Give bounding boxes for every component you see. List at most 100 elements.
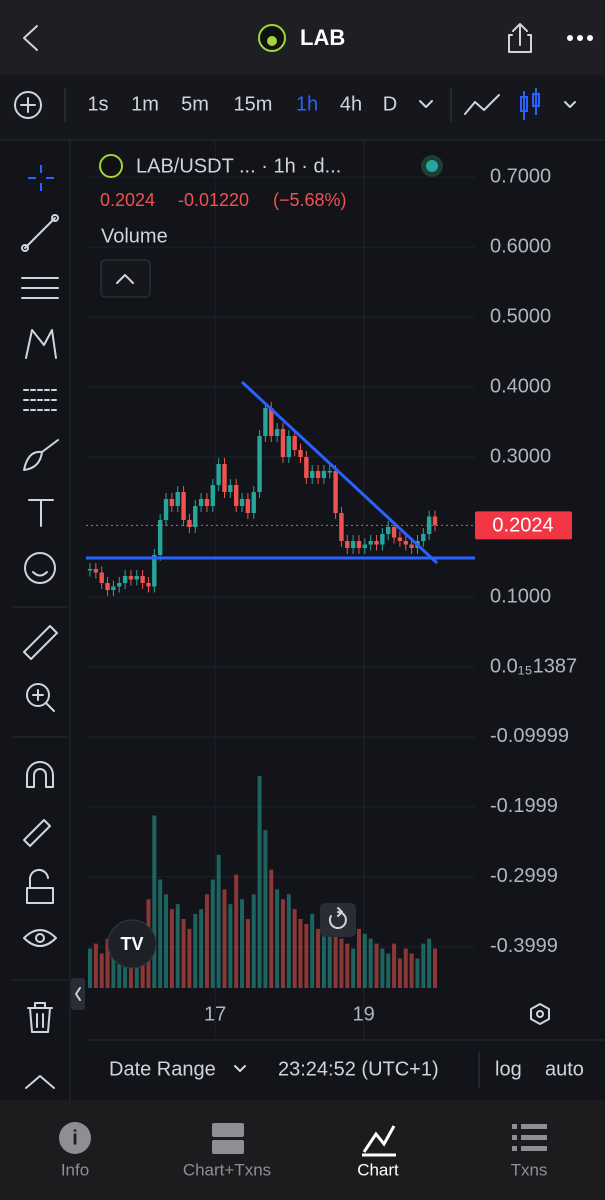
magnet-tool[interactable] [26, 761, 54, 788]
emoji-tool[interactable] [24, 552, 56, 584]
tab-chart-txns[interactable]: Chart+Txns [183, 1160, 271, 1179]
volume-bar [433, 948, 437, 988]
top-bar [0, 0, 605, 75]
volume-bar [169, 909, 174, 988]
x-tick-label: 17 [204, 1003, 226, 1025]
y-tick-label: 0.0₁₅1387 [490, 655, 577, 677]
tab-chart[interactable]: Chart [357, 1160, 399, 1179]
volume-bar [351, 948, 356, 988]
token-logo-dot [267, 36, 277, 46]
tab-info[interactable]: Info [61, 1160, 89, 1179]
add-indicator[interactable] [14, 91, 42, 119]
header-title: LAB [300, 25, 345, 50]
collapse-legend[interactable] [100, 259, 151, 298]
style-more[interactable] [564, 101, 576, 108]
txns-icon [512, 1124, 547, 1151]
candle-style[interactable] [520, 88, 540, 120]
fib-tool[interactable] [21, 277, 59, 299]
prediction-tool[interactable] [23, 389, 57, 411]
date-range-chevron [234, 1065, 246, 1072]
toolbar-more[interactable] [25, 1075, 55, 1089]
candle-body [204, 499, 210, 507]
ruler-tool[interactable] [23, 625, 58, 660]
candle-body [257, 436, 262, 493]
candle-body [210, 485, 215, 507]
volume-bar [275, 889, 280, 988]
volume-bar [362, 933, 367, 988]
candle-body [426, 516, 432, 535]
log-toggle[interactable]: log [495, 1058, 522, 1080]
candle-body [269, 408, 274, 437]
candle-body [228, 485, 233, 493]
volume-bar [327, 933, 332, 988]
volume-bar [316, 928, 321, 988]
candle-body [350, 541, 356, 549]
interval-option[interactable]: D [383, 93, 397, 115]
volume-bar [298, 918, 303, 988]
candle-body [146, 583, 151, 587]
text-tool[interactable] [28, 499, 54, 527]
reset-view[interactable] [320, 903, 356, 937]
interval-option[interactable]: 5m [181, 93, 209, 115]
share-button[interactable] [508, 23, 532, 53]
volume-bar [403, 948, 408, 988]
y-tick-label: 0.5000 [490, 305, 551, 327]
volume-bar [152, 815, 157, 988]
auto-toggle[interactable]: auto [545, 1058, 584, 1080]
quote-change: -0.01220 [178, 190, 249, 210]
interval-option[interactable]: 1s [87, 93, 108, 115]
axis-settings[interactable] [530, 1003, 550, 1025]
more-button[interactable] [567, 35, 593, 41]
volume-bar [333, 909, 338, 988]
volume-bar [397, 958, 402, 988]
y-tick-label: -0.2999 [490, 865, 558, 887]
chart-icon [362, 1125, 396, 1157]
candle-body [122, 576, 128, 584]
volume-bar [392, 943, 397, 988]
volume-bar [356, 928, 361, 988]
interval-option[interactable]: 1h [296, 93, 318, 115]
candle-body [421, 534, 426, 542]
volume-bar [234, 874, 239, 988]
candle-body [280, 429, 286, 458]
candle-body [432, 516, 438, 526]
candle-body [93, 569, 99, 573]
collapse-toolbar[interactable] [71, 978, 85, 1010]
visibility-tool[interactable] [23, 929, 57, 947]
lock-drawings[interactable] [23, 819, 51, 847]
interval-more[interactable] [419, 100, 433, 108]
candle-body [140, 576, 145, 584]
brush-tool[interactable] [23, 439, 59, 471]
volume-bar [245, 918, 250, 988]
tv-logo [107, 919, 157, 969]
eye-pupil [35, 933, 45, 943]
interval-option[interactable]: 1m [131, 93, 159, 115]
candle-body [134, 576, 139, 580]
descending-trendline [240, 380, 439, 565]
zoom-tool[interactable] [26, 683, 50, 707]
back-button[interactable] [23, 25, 38, 51]
candle-body [157, 520, 163, 556]
delete-tool[interactable] [27, 1002, 53, 1033]
chart-txns-icon [212, 1123, 244, 1154]
volume-bar [210, 879, 215, 988]
line-style[interactable] [464, 94, 500, 115]
volume-bar [380, 948, 385, 988]
candle-body [333, 471, 338, 514]
unlock-tool[interactable] [26, 869, 54, 904]
y-tick-label: 0.3000 [490, 445, 551, 467]
emoji-smile [32, 571, 48, 577]
candle-body [175, 492, 180, 507]
pattern-tool[interactable] [25, 329, 57, 359]
candle-body [128, 576, 134, 580]
date-range[interactable]: Date Range [109, 1058, 216, 1080]
interval-option[interactable]: 15m [234, 93, 273, 115]
interval-option[interactable]: 4h [340, 93, 362, 115]
crosshair-tool[interactable] [28, 165, 54, 191]
y-tick-label: 0.1000 [490, 585, 551, 607]
trendline-tool[interactable] [24, 217, 56, 249]
candle-body [263, 408, 268, 437]
tab-txns[interactable]: Txns [511, 1160, 548, 1179]
quote-price: 0.2024 [100, 190, 155, 210]
interval-bar [0, 75, 605, 140]
